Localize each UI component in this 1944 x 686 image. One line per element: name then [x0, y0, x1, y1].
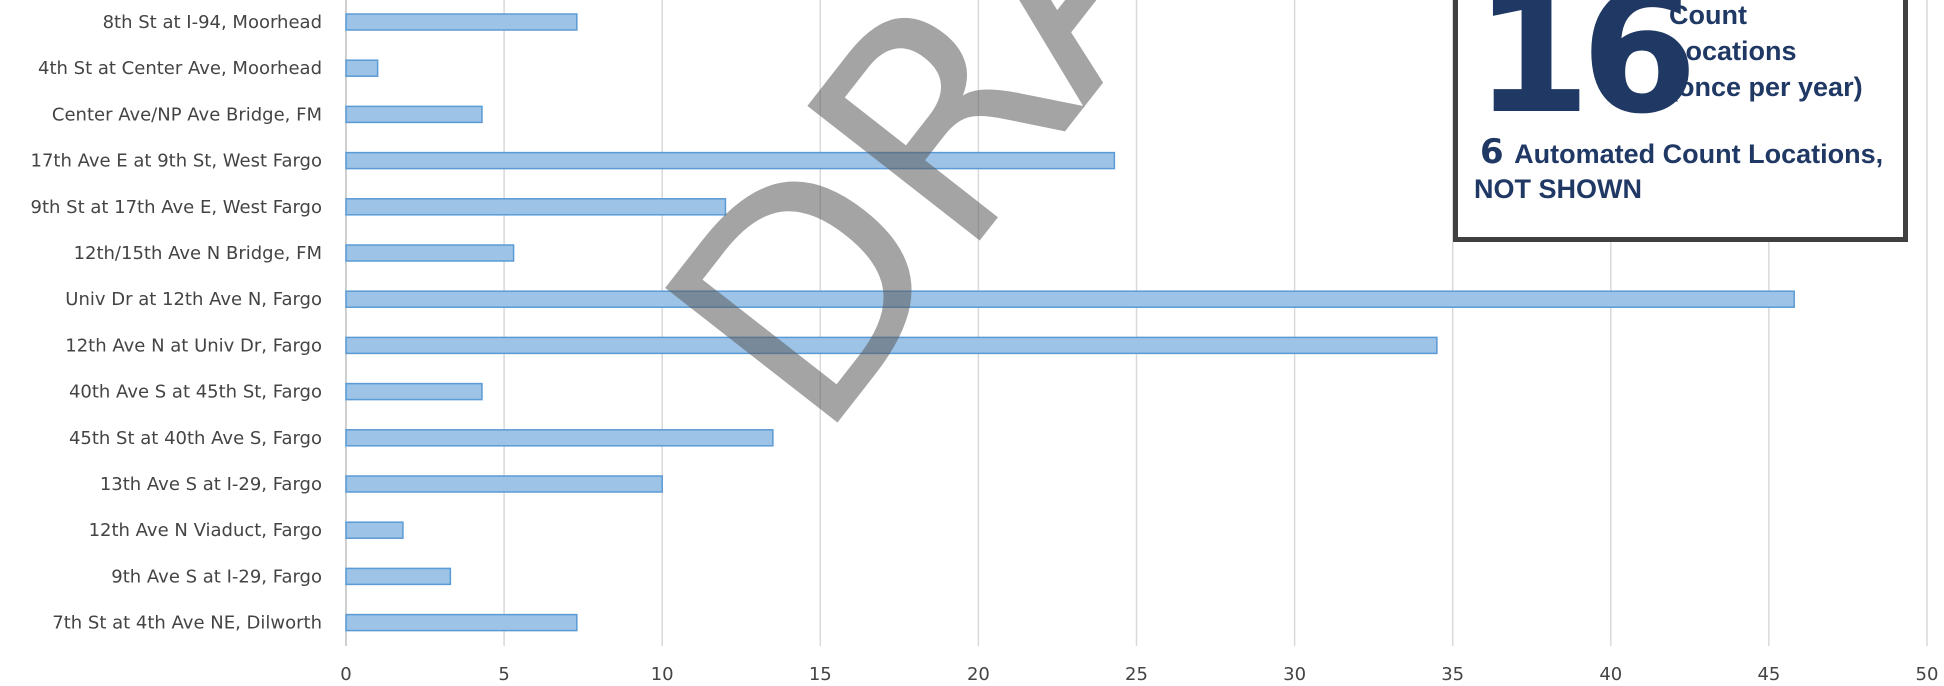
- automated-count-note: 6 Automated Count Locations, NOT SHOWN: [1474, 135, 1904, 207]
- bar: [345, 336, 1438, 355]
- x-tick-label: 30: [1283, 664, 1306, 685]
- category-label: 9th St at 17th Ave E, West Fargo: [31, 197, 323, 218]
- count-locations-number: 16: [1474, 0, 1698, 151]
- bar: [345, 290, 1795, 308]
- bar: [345, 382, 483, 401]
- x-tick-label: 35: [1441, 664, 1464, 685]
- count-locations-box: 16 Count Locations (once per year) 6 Aut…: [1453, 0, 1908, 242]
- x-tick-label: 5: [498, 664, 509, 685]
- x-tick-label: 40: [1599, 664, 1622, 685]
- category-label: Univ Dr at 12th Ave N, Fargo: [65, 289, 322, 310]
- count-locations-label-line: Count: [1669, 0, 1747, 30]
- bar: [345, 59, 379, 77]
- x-tick-label: 25: [1125, 664, 1148, 685]
- x-tick-label: 10: [651, 664, 674, 685]
- category-label: 4th St at Center Ave, Moorhead: [38, 58, 322, 79]
- category-label: 17th Ave E at 9th St, West Fargo: [31, 151, 323, 172]
- x-tick-label: 45: [1757, 664, 1780, 685]
- bar: [345, 475, 663, 493]
- bar: [345, 198, 727, 216]
- category-label: Center Ave/NP Ave Bridge, FM: [52, 104, 322, 125]
- x-tick-label: 50: [1916, 664, 1939, 685]
- category-label: 9th Ave S at I-29, Fargo: [111, 566, 322, 587]
- count-locations-label-line: Locations: [1669, 36, 1797, 66]
- category-label: 45th St at 40th Ave S, Fargo: [69, 428, 322, 449]
- bar: [345, 13, 578, 31]
- category-label: 40th Ave S at 45th St, Fargo: [69, 382, 322, 403]
- category-label: 12th Ave N at Univ Dr, Fargo: [65, 335, 322, 356]
- bar: [345, 567, 452, 586]
- count-locations-label-line: (once per year): [1669, 72, 1863, 102]
- count-locations-label: Count Locations (once per year): [1669, 0, 1909, 105]
- x-tick-label: 0: [340, 664, 351, 685]
- category-label: 12th Ave N Viaduct, Fargo: [89, 520, 322, 541]
- category-label: 13th Ave S at I-29, Fargo: [100, 474, 322, 495]
- automated-count-number: 6: [1480, 132, 1504, 172]
- bar: [345, 151, 1116, 170]
- bar: [345, 521, 404, 539]
- bar: [345, 105, 483, 124]
- bar: [345, 429, 774, 447]
- category-label: 8th St at I-94, Moorhead: [103, 12, 322, 33]
- category-label: 7th St at 4th Ave NE, Dilworth: [52, 613, 322, 634]
- x-tick-label: 20: [967, 664, 990, 685]
- x-tick-label: 15: [809, 664, 832, 685]
- bar: [345, 613, 578, 632]
- bar: [345, 244, 515, 262]
- category-label: 12th/15th Ave N Bridge, FM: [74, 243, 322, 264]
- automated-count-text: Automated Count Locations, NOT SHOWN: [1474, 139, 1884, 204]
